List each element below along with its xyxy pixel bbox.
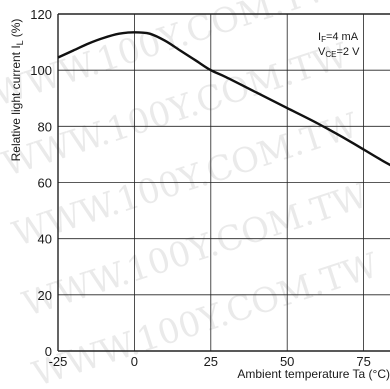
y-axis-label-main: Relative light current I bbox=[9, 45, 23, 161]
y-tick-label-3: 60 bbox=[38, 176, 52, 191]
y-tick-label-4: 80 bbox=[38, 119, 52, 134]
x-tick-labels: -25 0 25 50 75 bbox=[49, 354, 371, 369]
y-axis-label-unit: (%) bbox=[9, 19, 23, 38]
annotation-forward-current-symbol: I bbox=[318, 31, 321, 43]
grid-lines bbox=[57, 13, 390, 352]
y-tick-label-5: 100 bbox=[30, 63, 52, 78]
annotation-collector-voltage: VCE=2 V bbox=[318, 46, 360, 59]
annotation-collector-voltage-sub: CE bbox=[325, 50, 336, 59]
annotation-forward-current-sub: F bbox=[321, 35, 326, 44]
x-axis-label: Ambient temperature Ta (°C) bbox=[237, 367, 390, 381]
x-tick-label-3: 50 bbox=[280, 354, 294, 369]
y-tick-label-6: 120 bbox=[30, 7, 52, 22]
annotation-collector-voltage-value: =2 V bbox=[336, 46, 360, 58]
x-tick-label-1: 0 bbox=[131, 354, 138, 369]
x-tick-label-4: 75 bbox=[356, 354, 370, 369]
y-tick-label-2: 40 bbox=[38, 232, 52, 247]
annotation-forward-current-value: =4 mA bbox=[326, 31, 359, 43]
y-axis-label: Relative light current IL (%) bbox=[9, 19, 25, 162]
y-axis-label-subscript: L bbox=[15, 40, 25, 45]
y-tick-label-1: 20 bbox=[38, 288, 52, 303]
x-tick-label-0: -25 bbox=[49, 354, 68, 369]
y-tick-label-0: 0 bbox=[45, 344, 52, 359]
y-tick-labels: 0 20 40 60 80 100 120 bbox=[30, 7, 52, 359]
annotation-collector-voltage-symbol: V bbox=[318, 46, 326, 58]
annotation-forward-current: IF=4 mA bbox=[318, 31, 359, 44]
x-tick-label-2: 25 bbox=[204, 354, 218, 369]
light-current-curve bbox=[57, 31, 390, 167]
